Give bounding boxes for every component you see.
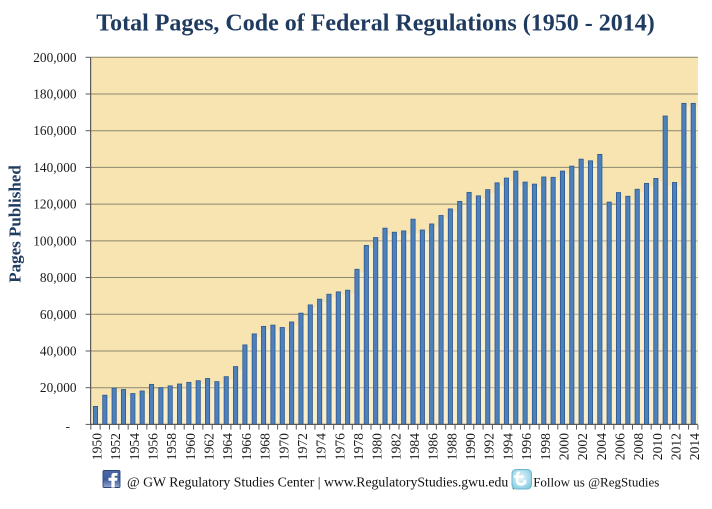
svg-text:1962: 1962: [202, 433, 217, 460]
svg-text:1994: 1994: [500, 433, 515, 460]
svg-text:1986: 1986: [426, 433, 441, 460]
svg-text:1956: 1956: [146, 433, 161, 460]
svg-text:60,000: 60,000: [40, 307, 77, 322]
svg-text:1970: 1970: [276, 433, 291, 460]
svg-text:1990: 1990: [463, 433, 478, 460]
svg-text:1966: 1966: [239, 433, 254, 460]
svg-text:1950: 1950: [89, 433, 104, 460]
svg-text:200,000: 200,000: [33, 50, 77, 65]
svg-text:1968: 1968: [258, 433, 273, 460]
svg-text:2004: 2004: [594, 433, 609, 460]
svg-text:2002: 2002: [575, 433, 590, 460]
svg-text:160,000: 160,000: [33, 123, 77, 138]
svg-text:@ GW Regulatory Studies Center: @ GW Regulatory Studies Center | www.Reg…: [127, 475, 514, 490]
svg-text:Total Pages, Code of Federal R: Total Pages, Code of Federal Regulations…: [96, 11, 654, 37]
svg-text:1976: 1976: [332, 433, 347, 460]
svg-text:20,000: 20,000: [40, 380, 77, 395]
svg-text:120,000: 120,000: [33, 197, 77, 212]
svg-text:1996: 1996: [519, 433, 534, 460]
svg-text:1960: 1960: [183, 433, 198, 460]
svg-text:2010: 2010: [650, 433, 665, 460]
svg-text:1998: 1998: [538, 433, 553, 460]
svg-text:100,000: 100,000: [33, 233, 77, 248]
svg-text:-: -: [66, 418, 70, 433]
svg-text:1954: 1954: [127, 433, 142, 460]
svg-text:180,000: 180,000: [33, 87, 77, 102]
svg-text:Follow us @RegStudies: Follow us @RegStudies: [533, 475, 659, 490]
svg-text:1984: 1984: [407, 433, 422, 460]
svg-text:2000: 2000: [556, 433, 571, 460]
svg-text:1972: 1972: [295, 433, 310, 460]
svg-text:1992: 1992: [482, 433, 497, 460]
svg-text:1958: 1958: [164, 433, 179, 460]
svg-text:2014: 2014: [687, 433, 702, 460]
svg-text:140,000: 140,000: [33, 160, 77, 175]
svg-text:1988: 1988: [444, 433, 459, 460]
svg-text:2006: 2006: [613, 433, 628, 460]
svg-text:1980: 1980: [370, 433, 385, 460]
svg-text:Pages Published: Pages Published: [6, 165, 25, 283]
svg-text:1952: 1952: [108, 433, 123, 460]
svg-text:1982: 1982: [388, 433, 403, 460]
svg-text:1974: 1974: [314, 433, 329, 460]
svg-text:1978: 1978: [351, 433, 366, 460]
svg-text:80,000: 80,000: [40, 270, 77, 285]
svg-text:1964: 1964: [220, 433, 235, 460]
svg-text:2012: 2012: [669, 433, 684, 460]
svg-text:40,000: 40,000: [40, 343, 77, 358]
svg-text:2008: 2008: [631, 433, 646, 460]
